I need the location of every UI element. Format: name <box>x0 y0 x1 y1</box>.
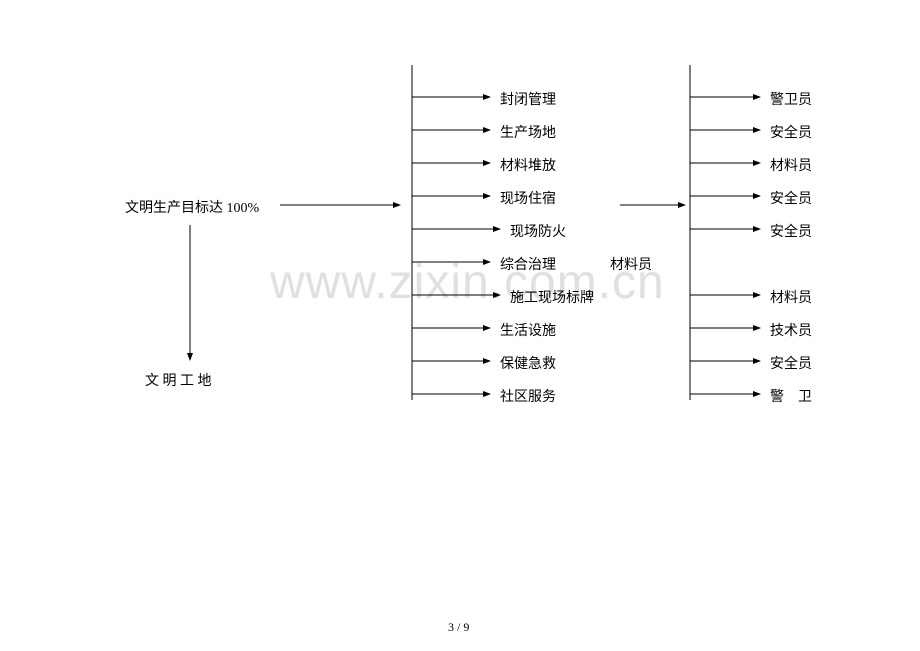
diagram-svg <box>0 0 920 651</box>
